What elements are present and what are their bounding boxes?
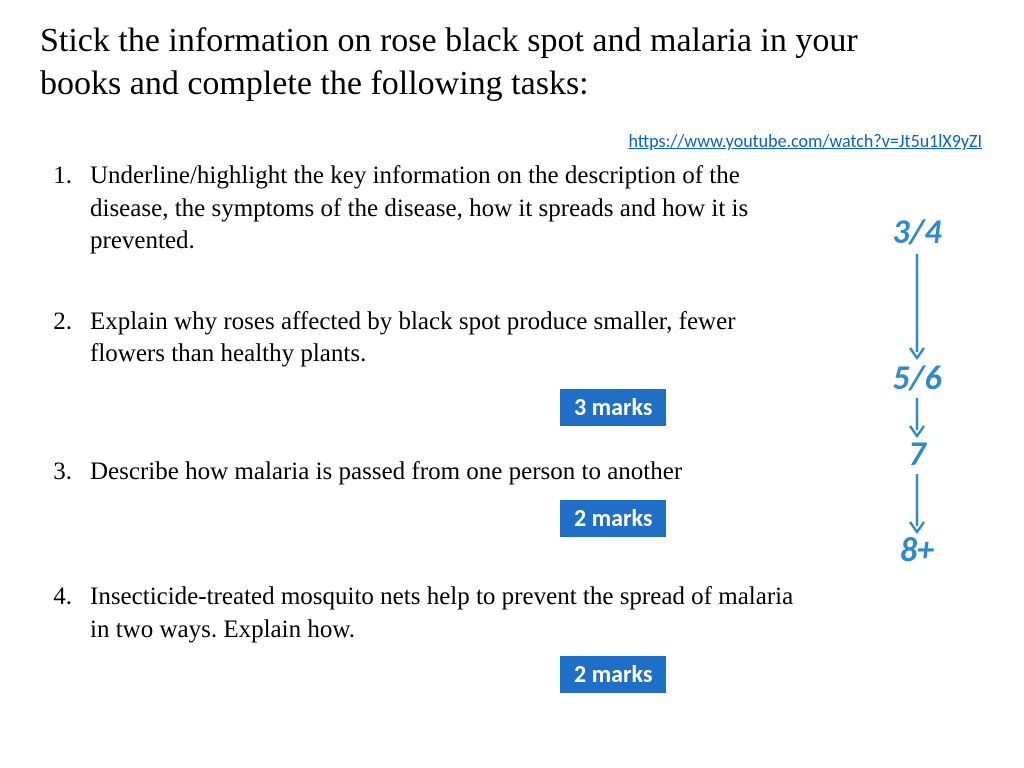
- marks-badge: 2 marks: [560, 500, 666, 537]
- marks-row-q4: 2 marks: [40, 656, 800, 693]
- grade-column: 3/4 5/6 7 8+: [862, 216, 972, 568]
- marks-badge: 3 marks: [560, 389, 666, 426]
- grade-level-3: 7: [908, 438, 925, 472]
- grade-level-2: 5/6: [892, 362, 941, 396]
- task-number: 3.: [40, 456, 90, 489]
- task-item-4: 4. Insecticide-treated mosquito nets hel…: [40, 581, 800, 646]
- task-number: 1.: [40, 160, 90, 258]
- slide-title: Stick the information on rose black spot…: [40, 20, 860, 105]
- task-item-2: 2. Explain why roses affected by black s…: [40, 306, 800, 371]
- task-number: 4.: [40, 581, 90, 646]
- task-text: Explain why roses affected by black spot…: [90, 306, 800, 371]
- task-list: 1. Underline/highlight the key informati…: [40, 160, 800, 693]
- marks-row-q2: 3 marks: [40, 389, 800, 426]
- marks-badge: 2 marks: [560, 656, 666, 693]
- arrow-down-icon: [905, 396, 929, 438]
- grade-level-4: 8+: [900, 534, 934, 568]
- task-text: Underline/highlight the key information …: [90, 160, 800, 258]
- task-text: Insecticide-treated mosquito nets help t…: [90, 581, 800, 646]
- task-item-3: 3. Describe how malaria is passed from o…: [40, 456, 800, 489]
- task-item-1: 1. Underline/highlight the key informati…: [40, 160, 800, 258]
- task-text: Describe how malaria is passed from one …: [90, 456, 800, 489]
- arrow-down-icon: [905, 250, 929, 362]
- youtube-link[interactable]: https://www.youtube.com/watch?v=Jt5u1lX9…: [628, 130, 982, 152]
- grade-level-1: 3/4: [892, 216, 941, 250]
- arrow-down-icon: [905, 472, 929, 534]
- marks-row-q3: 2 marks: [40, 500, 800, 537]
- slide-container: Stick the information on rose black spot…: [0, 0, 1024, 768]
- task-number: 2.: [40, 306, 90, 371]
